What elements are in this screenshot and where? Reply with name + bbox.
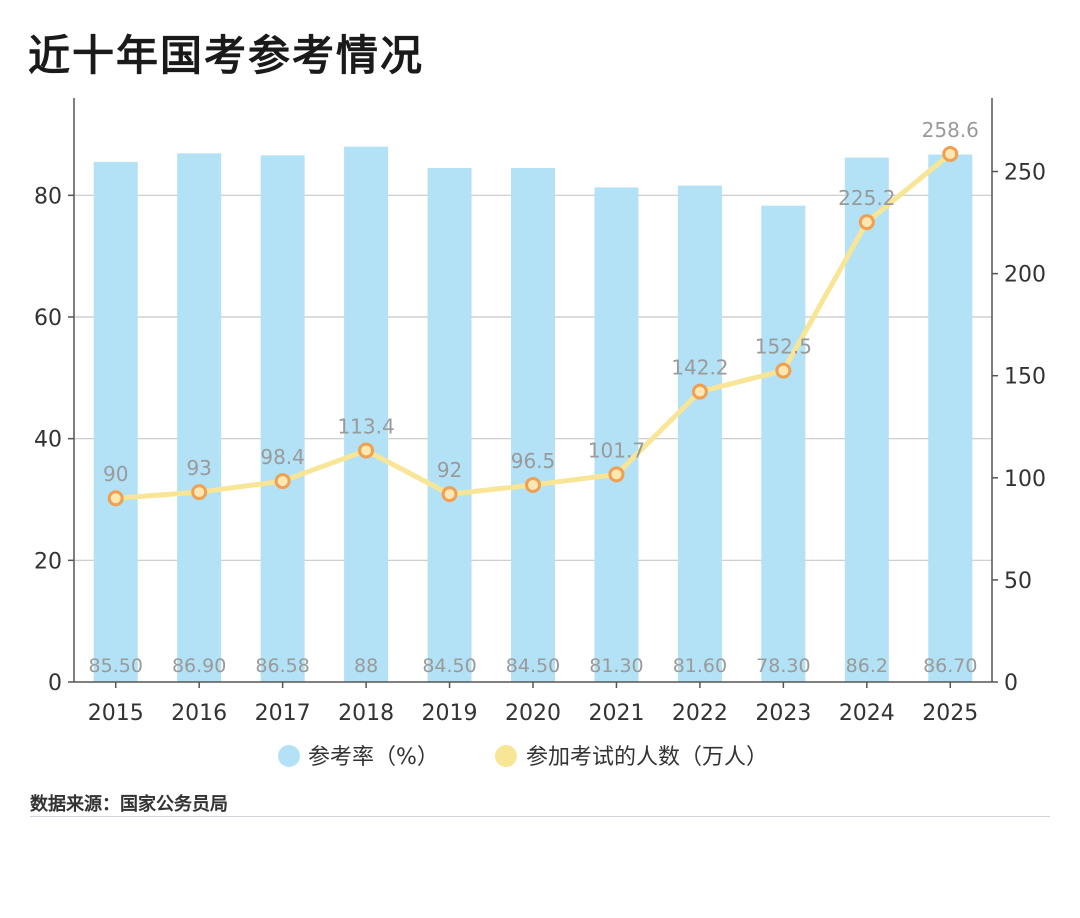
left-tick-label: 20 (34, 549, 62, 574)
x-tick-label: 2019 (422, 701, 478, 726)
bar-value-label: 81.30 (589, 655, 643, 677)
x-tick-label: 2020 (505, 701, 561, 726)
line-value-label: 225.2 (838, 186, 895, 210)
bar (761, 205, 806, 683)
x-tick-label: 2017 (255, 701, 311, 726)
line-value-label: 90 (103, 462, 128, 486)
bar-value-label: 84.50 (422, 655, 476, 677)
bar (511, 167, 555, 683)
line-point (775, 362, 792, 379)
right-tick-label: 0 (1004, 671, 1018, 696)
x-tick-label: 2015 (88, 701, 144, 726)
line-point (691, 383, 708, 400)
x-tick-label: 2025 (922, 701, 978, 726)
bar (93, 161, 138, 682)
x-tick-label: 2022 (672, 701, 728, 726)
bar-value-label: 86.58 (255, 655, 309, 677)
line-point (441, 486, 458, 503)
line-value-label: 152.5 (755, 335, 812, 359)
line-value-label: 92 (437, 458, 462, 482)
left-tick-label: 40 (34, 428, 62, 453)
legend-label-bar: 参考率（%） (308, 745, 439, 770)
line-point (942, 145, 959, 162)
line-value-label: 98.4 (260, 445, 305, 469)
bar (844, 157, 889, 682)
line-value-label: 96.5 (511, 449, 556, 473)
left-tick-label: 0 (48, 671, 62, 696)
right-tick-label: 200 (1004, 263, 1046, 288)
line-point (358, 442, 375, 459)
line-value-label: 93 (186, 456, 211, 480)
legend-label-line: 参加考试的人数（万人） (526, 745, 768, 770)
bar (260, 155, 305, 682)
chart-title: 近十年国考参考情况 (28, 31, 425, 80)
combo-chart: 0 20 40 60 80 0 50 100 150 200 250 2015 2016 2017 2018… (34, 98, 1046, 770)
x-tick-label: 2023 (755, 701, 811, 726)
bar-value-label: 86.70 (923, 655, 977, 677)
left-tick-label: 80 (34, 184, 62, 209)
bar-value-label: 85.50 (89, 655, 143, 677)
x-tick-label: 2021 (588, 701, 644, 726)
right-tick-label: 50 (1004, 569, 1032, 594)
line-point (274, 473, 291, 490)
bar-value-label: 84.50 (506, 655, 560, 677)
bar-value-label: 78.30 (756, 655, 810, 677)
bar-value-label: 81.60 (673, 655, 727, 677)
bar (928, 154, 973, 682)
line-value-label: 142.2 (671, 356, 728, 380)
right-tick-label: 150 (1004, 365, 1046, 390)
right-tick-label: 100 (1004, 467, 1046, 492)
line-point (608, 466, 625, 483)
bar-value-label: 86.2 (846, 655, 888, 677)
line-point (107, 490, 124, 507)
bar (594, 187, 639, 683)
line-value-label: 113.4 (337, 414, 394, 438)
x-tick-label: 2016 (171, 701, 227, 726)
legend-marker-line (495, 745, 517, 767)
bar (344, 146, 389, 682)
line-point (191, 484, 208, 501)
bar-value-label: 88 (354, 655, 378, 677)
bar (427, 167, 472, 683)
line-value-label: 258.6 (922, 118, 979, 142)
line-point (858, 214, 875, 231)
bar-value-label: 86.90 (172, 655, 226, 677)
right-tick-label: 250 (1004, 161, 1046, 186)
line-value-label: 101.7 (588, 438, 645, 462)
source-divider (30, 816, 1050, 817)
x-tick-label: 2018 (338, 701, 394, 726)
bar (177, 153, 222, 682)
x-tick-label: 2024 (839, 701, 895, 726)
bar (677, 185, 722, 682)
line-point (525, 476, 541, 493)
left-tick-label: 60 (34, 306, 62, 331)
data-source: 数据来源：国家公务员局 (30, 794, 228, 815)
legend-marker-bar (278, 745, 300, 767)
